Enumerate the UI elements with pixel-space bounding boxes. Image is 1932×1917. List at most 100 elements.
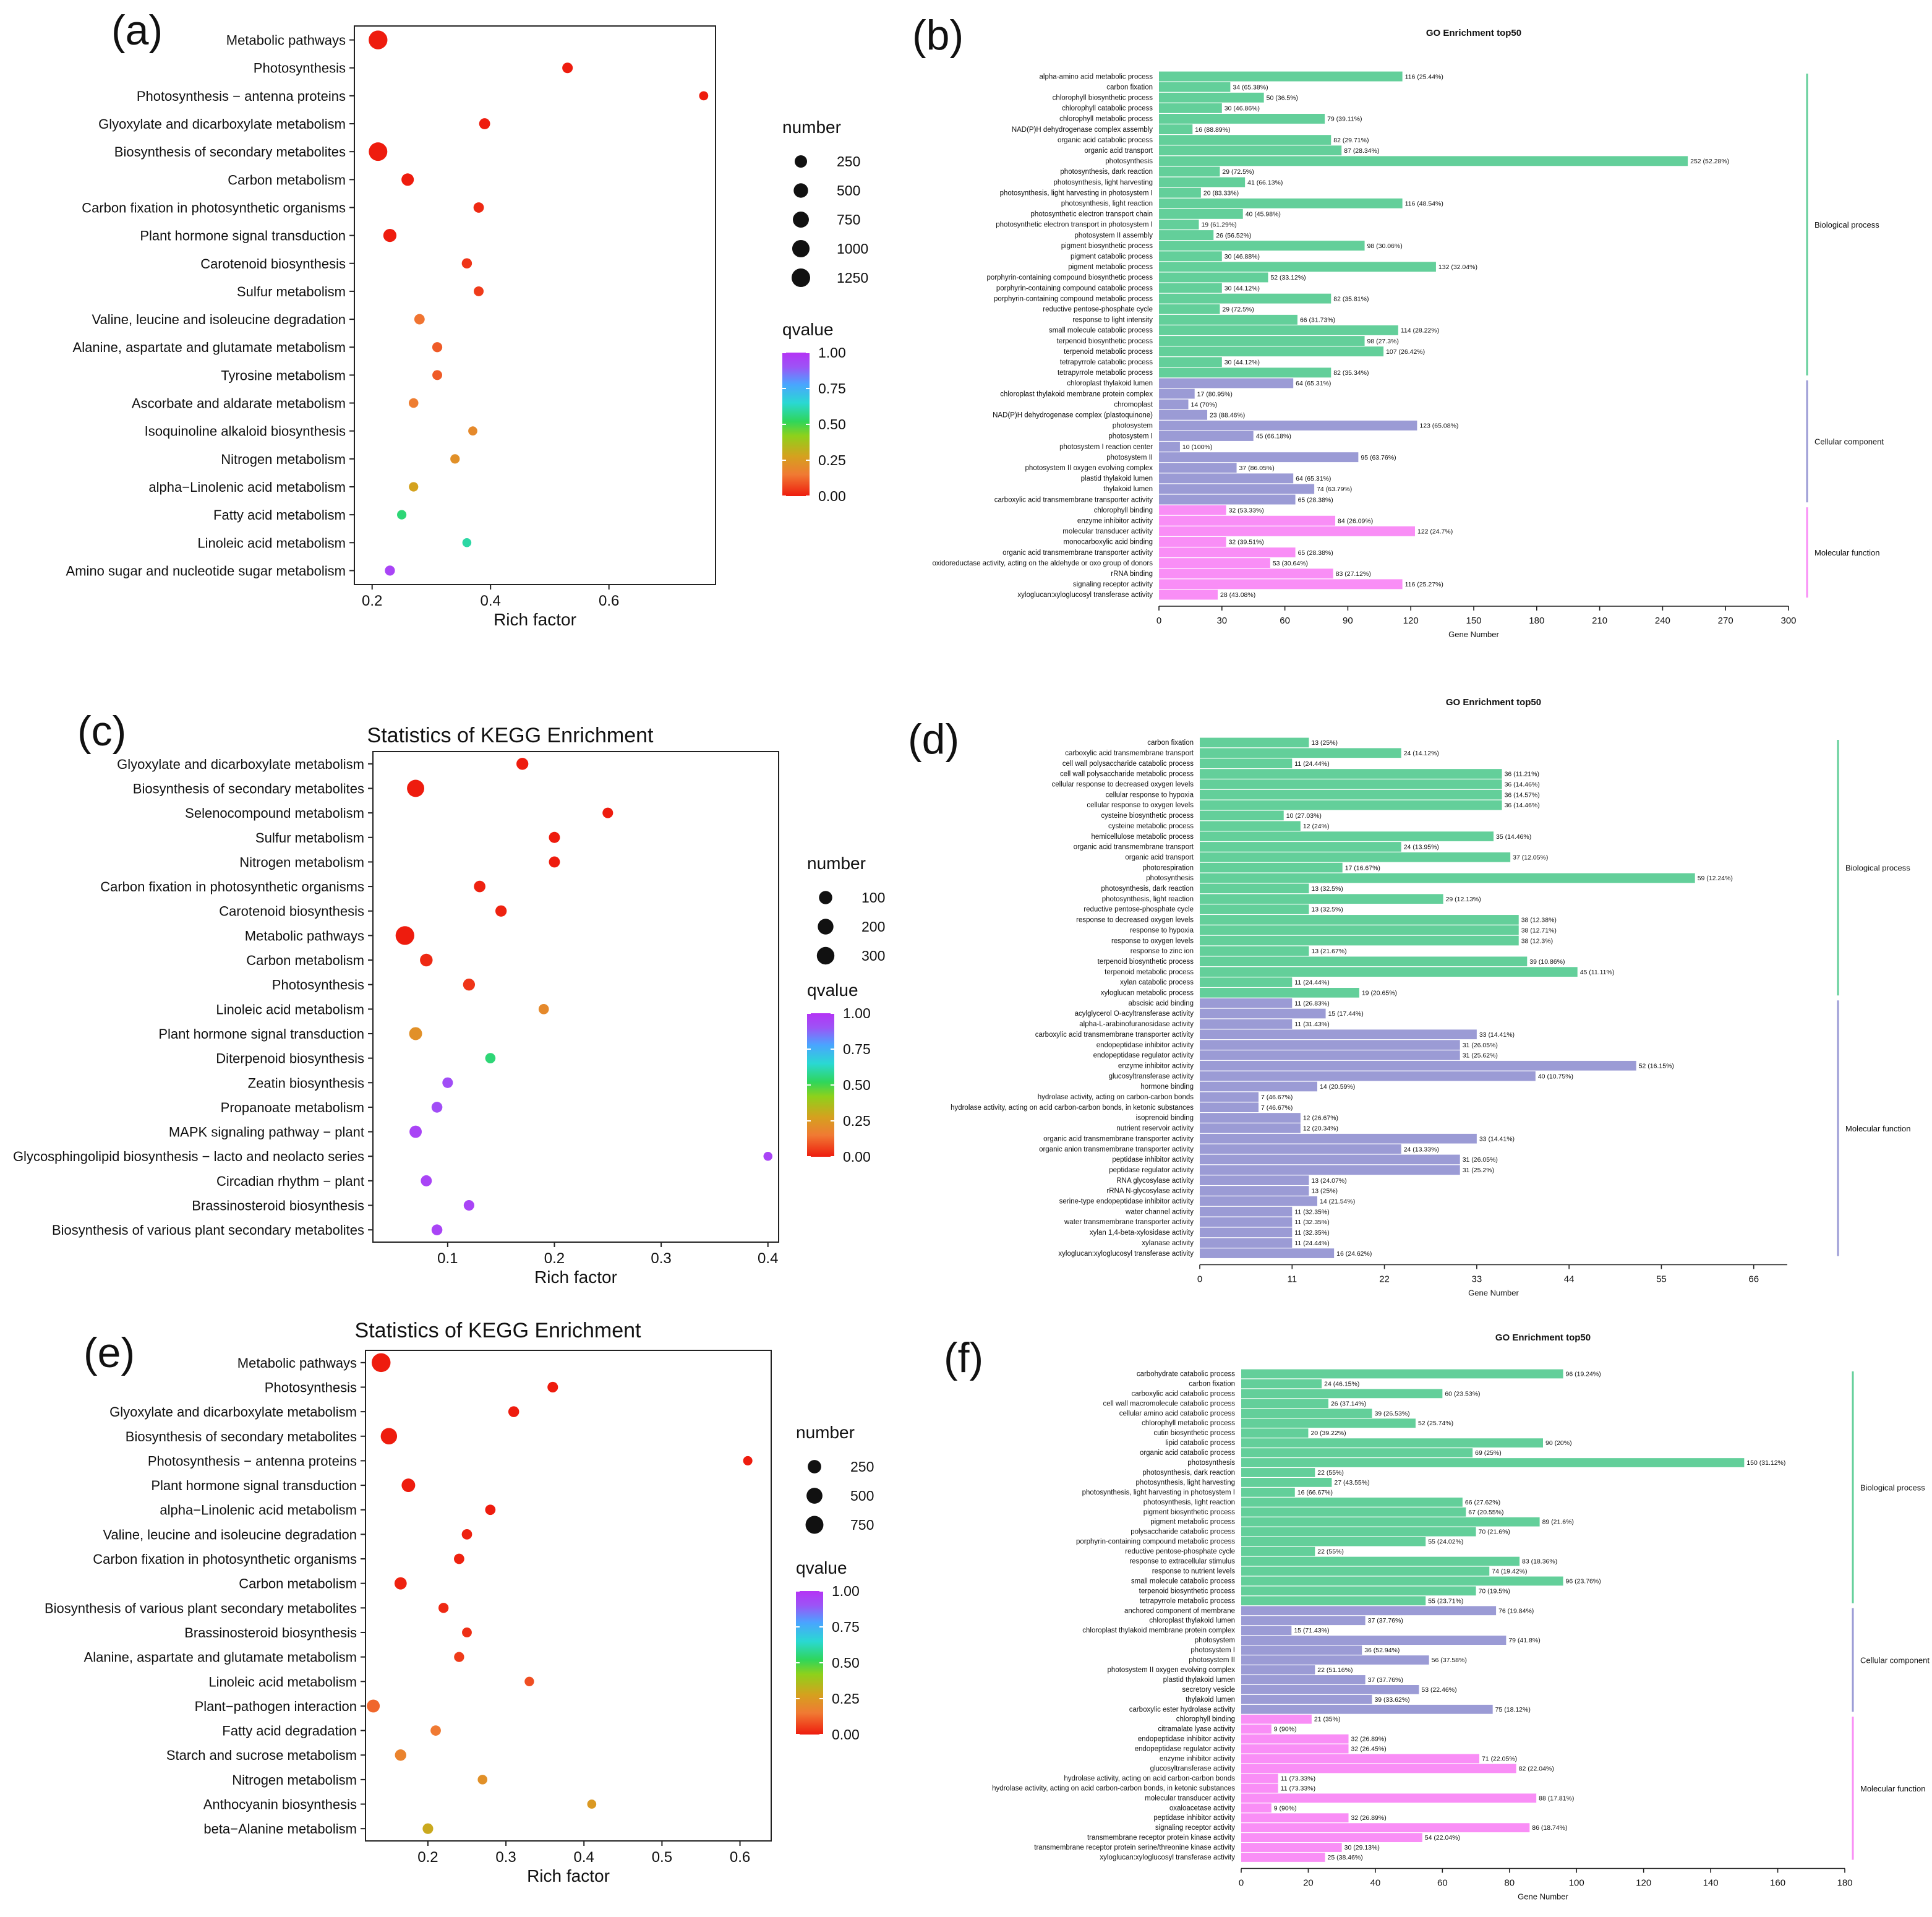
bar — [1200, 988, 1359, 998]
bar — [1200, 1248, 1335, 1258]
category-label: hydrolase activity, acting on carbon-car… — [1038, 1094, 1194, 1101]
bar-value-label: 31 (26.05%) — [1463, 1042, 1498, 1049]
data-point — [432, 370, 442, 380]
bar — [1200, 737, 1309, 748]
bar-value-label: 22 (55%) — [1317, 1548, 1344, 1556]
category-label: cellular response to decreased oxygen le… — [1052, 781, 1194, 789]
colorbar-label: 0.25 — [818, 452, 846, 468]
data-point — [385, 565, 395, 576]
category-label: photosynthesis, dark reaction — [1101, 885, 1194, 893]
category-label: xylan 1,4-beta-xylosidase activity — [1090, 1229, 1194, 1237]
bar-value-label: 122 (24.7%) — [1417, 528, 1453, 536]
chart-title: GO Enrichment top50 — [1426, 28, 1521, 38]
category-label: carboxylic acid transmembrane transporte… — [994, 496, 1153, 504]
category-label: response to hypoxia — [1130, 927, 1194, 934]
bar-value-label: 65 (28.38%) — [1298, 496, 1333, 504]
bar-value-label: 56 (37.58%) — [1432, 1657, 1467, 1664]
category-label: photosystem II — [1106, 454, 1153, 461]
legend-size-label: 300 — [861, 948, 885, 964]
category-label: Biosynthesis of various plant secondary … — [45, 1600, 357, 1616]
category-label: thylakoid lumen — [1103, 486, 1153, 493]
category-label: photosynthetic electron transport in pho… — [996, 221, 1153, 229]
category-label: response to extracellular stimulus — [1129, 1558, 1235, 1566]
bar — [1159, 156, 1688, 166]
bar-value-label: 86 (18.74%) — [1532, 1824, 1567, 1832]
category-label: Amino sugar and nucleotide sugar metabol… — [66, 563, 346, 578]
category-label: alpha-amino acid metabolic process — [1040, 73, 1153, 80]
x-tick-label: 55 — [1656, 1274, 1667, 1285]
kegg-panel-a: (a)Statistics of KEGG EnrichmentMetaboli… — [66, 7, 869, 629]
bar-value-label: 26 (56.52%) — [1216, 232, 1251, 239]
bar-value-label: 88 (17.81%) — [1539, 1795, 1574, 1802]
category-label: chlorophyll binding — [1176, 1716, 1235, 1723]
bar-value-label: 32 (39.51%) — [1229, 539, 1264, 546]
x-tick-label: 180 — [1837, 1878, 1852, 1889]
category-label: peptidase regulator activity — [1109, 1167, 1194, 1174]
bar — [1241, 1754, 1479, 1764]
x-tick-label: 0.2 — [362, 593, 382, 609]
colorbar-label: 0.00 — [832, 1726, 860, 1743]
kegg-panel-c: (c) Statistics of KEGG EnrichmentGlyoxyla… — [13, 708, 885, 1287]
category-label: chloroplast thylakoid lumen — [1149, 1617, 1235, 1624]
category-label: Starch and sucrose metabolism — [166, 1748, 357, 1763]
category-label: Biosynthesis of various plant secondary … — [52, 1222, 364, 1238]
category-label: carbon fixation — [1189, 1380, 1235, 1387]
category-label: chloroplast thylakoid membrane protein c… — [1082, 1627, 1235, 1634]
category-label: signaling receptor activity — [1073, 581, 1153, 588]
bar — [1200, 998, 1293, 1008]
bar — [1200, 883, 1309, 894]
bar — [1159, 283, 1222, 293]
category-label: plastid thylakoid lumen — [1163, 1676, 1235, 1684]
category-label: peptidase inhibitor activity — [1112, 1156, 1194, 1164]
bar-value-label: 36 (52.94%) — [1364, 1647, 1400, 1654]
bar-value-label: 82 (35.34%) — [1333, 369, 1369, 377]
bar — [1159, 399, 1189, 410]
category-label: Metabolic pathways — [226, 33, 346, 48]
x-tick-label: 0.4 — [758, 1250, 778, 1267]
bar-value-label: 20 (39.22%) — [1310, 1430, 1346, 1437]
bar — [1200, 1102, 1259, 1112]
legend-size-label: 100 — [861, 890, 885, 906]
category-label: organic anion transmembrane transporter … — [1039, 1146, 1194, 1153]
bar-value-label: 82 (29.71%) — [1333, 137, 1369, 144]
bar-value-label: 70 (21.6%) — [1479, 1529, 1510, 1536]
x-tick-label: 0.4 — [574, 1849, 594, 1866]
bar-value-label: 54 (22.04%) — [1425, 1834, 1460, 1842]
colorbar-label: 1.00 — [843, 1005, 871, 1021]
data-point — [422, 1823, 434, 1834]
bar — [1200, 1206, 1293, 1217]
data-point — [442, 1077, 453, 1088]
category-label: carboxylic ester hydrolase activity — [1129, 1706, 1236, 1713]
category-label: oxidoreductase activity, acting on the a… — [932, 560, 1153, 567]
bar-value-label: 11 (31.43%) — [1294, 1021, 1329, 1028]
category-label: chloroplast thylakoid membrane protein c… — [1000, 390, 1153, 398]
bar — [1241, 1389, 1443, 1399]
category-label: tetrapyrrole metabolic process — [1140, 1597, 1235, 1605]
bar-value-label: 41 (66.13%) — [1247, 179, 1283, 186]
category-label: molecular transducer activity — [1145, 1795, 1235, 1802]
bar-value-label: 116 (25.27%) — [1405, 581, 1443, 588]
legend-size-label: 1250 — [837, 270, 868, 286]
x-tick-label: 66 — [1748, 1274, 1759, 1285]
bar — [1241, 1369, 1563, 1379]
data-point — [461, 1529, 472, 1540]
data-point — [396, 510, 407, 520]
category-label: Valine, leucine and isoleucine degradati… — [92, 312, 346, 327]
plot-frame — [365, 1350, 772, 1842]
panel-letter: (f) — [944, 1334, 983, 1381]
colorbar-label: 0.00 — [843, 1149, 871, 1165]
legend-title: qvalue — [782, 320, 834, 339]
bar — [1159, 463, 1237, 473]
data-point — [367, 1699, 380, 1713]
bar-value-label: 28 (43.08%) — [1220, 591, 1255, 599]
category-label: hemicellulose metabolic process — [1091, 833, 1194, 841]
bar — [1159, 82, 1231, 92]
category-label: photosynthesis, light harvesting — [1054, 179, 1153, 186]
category-label: response to decreased oxygen levels — [1076, 917, 1194, 924]
bar-value-label: 31 (25.2%) — [1463, 1167, 1494, 1174]
legend-size-label: 1000 — [837, 241, 868, 257]
bar-value-label: 45 (66.18%) — [1256, 433, 1291, 440]
x-tick-label: 300 — [1780, 615, 1796, 626]
category-label: hydrolase activity, acting on acid carbo… — [951, 1104, 1194, 1112]
data-point — [743, 1456, 753, 1465]
